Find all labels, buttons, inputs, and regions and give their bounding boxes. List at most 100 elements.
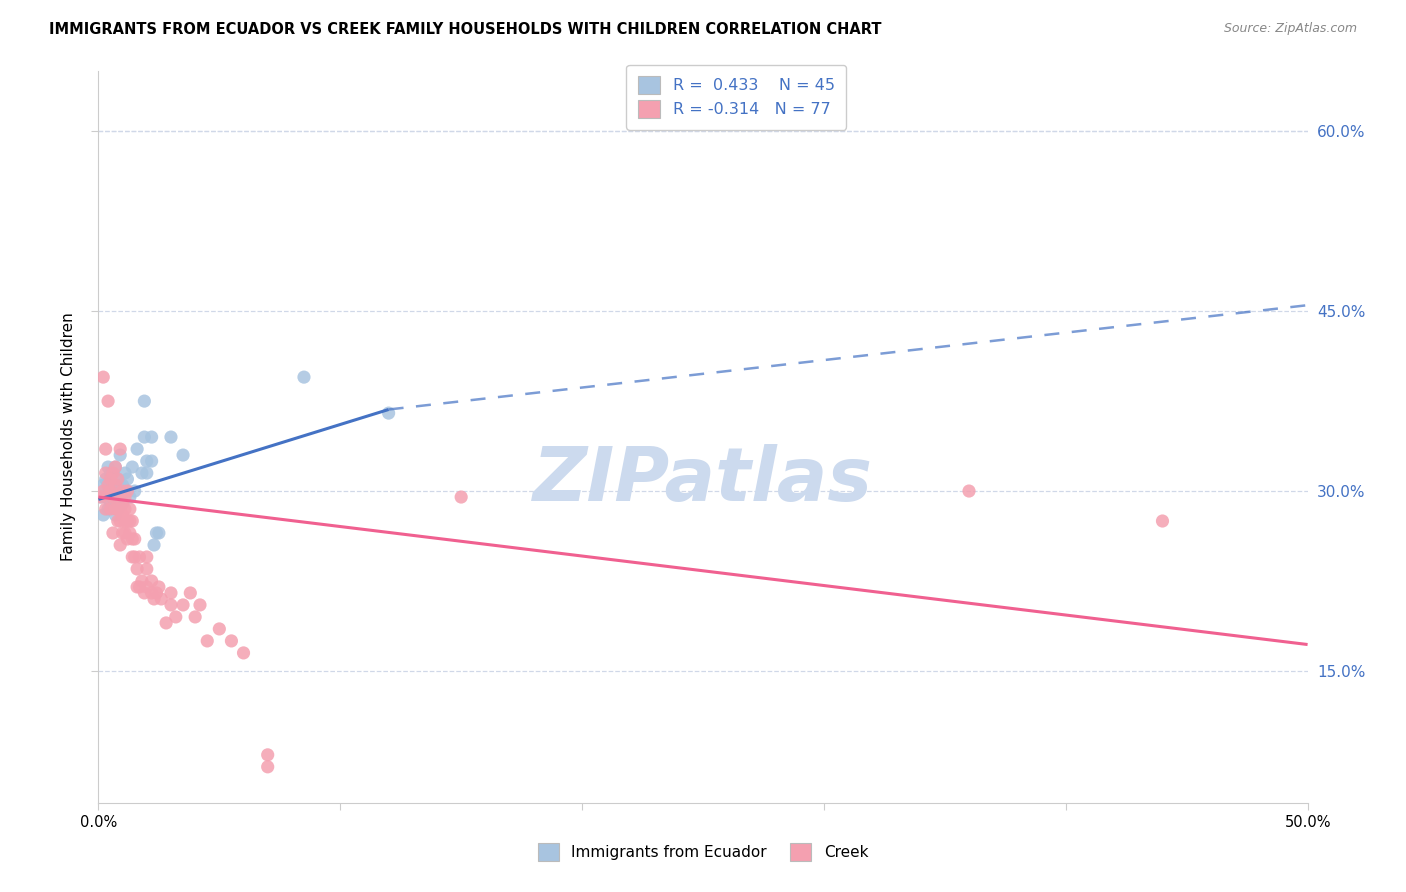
Point: [118, 490, 141, 504]
Point: [91, 508, 114, 522]
Point: [134, 394, 156, 409]
Point: [108, 448, 131, 462]
Point: [101, 466, 124, 480]
Point: [108, 538, 131, 552]
Point: [97, 478, 120, 492]
Legend: R =  0.433    N = 45, R = -0.314   N = 77: R = 0.433 N = 45, R = -0.314 N = 77: [626, 65, 846, 129]
Point: [91, 478, 114, 492]
Point: [117, 514, 139, 528]
Point: [135, 454, 157, 468]
Point: [150, 591, 173, 606]
Point: [377, 406, 399, 420]
Point: [101, 466, 124, 480]
Point: [141, 430, 163, 444]
Point: [101, 478, 124, 492]
Point: [117, 483, 139, 498]
Point: [121, 549, 143, 564]
Point: [131, 574, 153, 588]
Y-axis label: Family Households with Children: Family Households with Children: [60, 313, 76, 561]
Point: [128, 549, 150, 564]
Point: [107, 502, 129, 516]
Point: [141, 574, 163, 588]
Point: [957, 483, 980, 498]
Point: [111, 496, 134, 510]
Point: [256, 760, 278, 774]
Point: [100, 483, 122, 498]
Point: [155, 615, 177, 630]
Point: [104, 502, 127, 516]
Point: [124, 532, 146, 546]
Point: [124, 549, 146, 564]
Point: [127, 580, 149, 594]
Point: [127, 562, 149, 576]
Point: [135, 466, 157, 480]
Point: [90, 490, 112, 504]
Point: [127, 442, 149, 456]
Point: [256, 747, 278, 762]
Point: [108, 514, 131, 528]
Point: [128, 580, 150, 594]
Text: ZIPatlas: ZIPatlas: [533, 444, 873, 517]
Point: [107, 472, 129, 486]
Point: [107, 502, 129, 516]
Point: [94, 490, 117, 504]
Point: [104, 460, 127, 475]
Point: [117, 483, 139, 498]
Point: [104, 508, 127, 522]
Point: [141, 454, 163, 468]
Point: [221, 634, 243, 648]
Point: [94, 466, 117, 480]
Text: Source: ZipAtlas.com: Source: ZipAtlas.com: [1223, 22, 1357, 36]
Point: [91, 370, 114, 384]
Point: [100, 483, 122, 498]
Point: [107, 472, 129, 486]
Point: [160, 430, 183, 444]
Point: [101, 490, 124, 504]
Point: [118, 526, 141, 541]
Point: [114, 466, 136, 480]
Point: [160, 598, 183, 612]
Point: [232, 646, 254, 660]
Point: [104, 460, 127, 475]
Point: [111, 496, 134, 510]
Point: [101, 490, 124, 504]
Text: IMMIGRANTS FROM ECUADOR VS CREEK FAMILY HOUSEHOLDS WITH CHILDREN CORRELATION CHA: IMMIGRANTS FROM ECUADOR VS CREEK FAMILY …: [49, 22, 882, 37]
Point: [121, 460, 143, 475]
Point: [97, 394, 120, 409]
Point: [111, 478, 134, 492]
Point: [94, 472, 117, 486]
Point: [184, 610, 207, 624]
Point: [97, 490, 120, 504]
Point: [114, 514, 136, 528]
Point: [101, 526, 124, 541]
Point: [134, 430, 156, 444]
Point: [91, 483, 114, 498]
Point: [118, 502, 141, 516]
Point: [104, 490, 127, 504]
Point: [208, 622, 231, 636]
Point: [121, 532, 143, 546]
Point: [114, 502, 136, 516]
Point: [141, 586, 163, 600]
Point: [165, 610, 187, 624]
Point: [97, 478, 120, 492]
Point: [108, 478, 131, 492]
Point: [97, 502, 120, 516]
Point: [450, 490, 472, 504]
Point: [172, 448, 194, 462]
Point: [131, 466, 153, 480]
Point: [143, 591, 166, 606]
Point: [143, 538, 166, 552]
Point: [100, 496, 122, 510]
Point: [117, 472, 139, 486]
Point: [114, 490, 136, 504]
Point: [100, 502, 122, 516]
Point: [111, 483, 134, 498]
Point: [172, 598, 194, 612]
Point: [135, 580, 157, 594]
Point: [107, 490, 129, 504]
Point: [145, 586, 167, 600]
Point: [97, 460, 120, 475]
Point: [107, 514, 129, 528]
Point: [114, 526, 136, 541]
